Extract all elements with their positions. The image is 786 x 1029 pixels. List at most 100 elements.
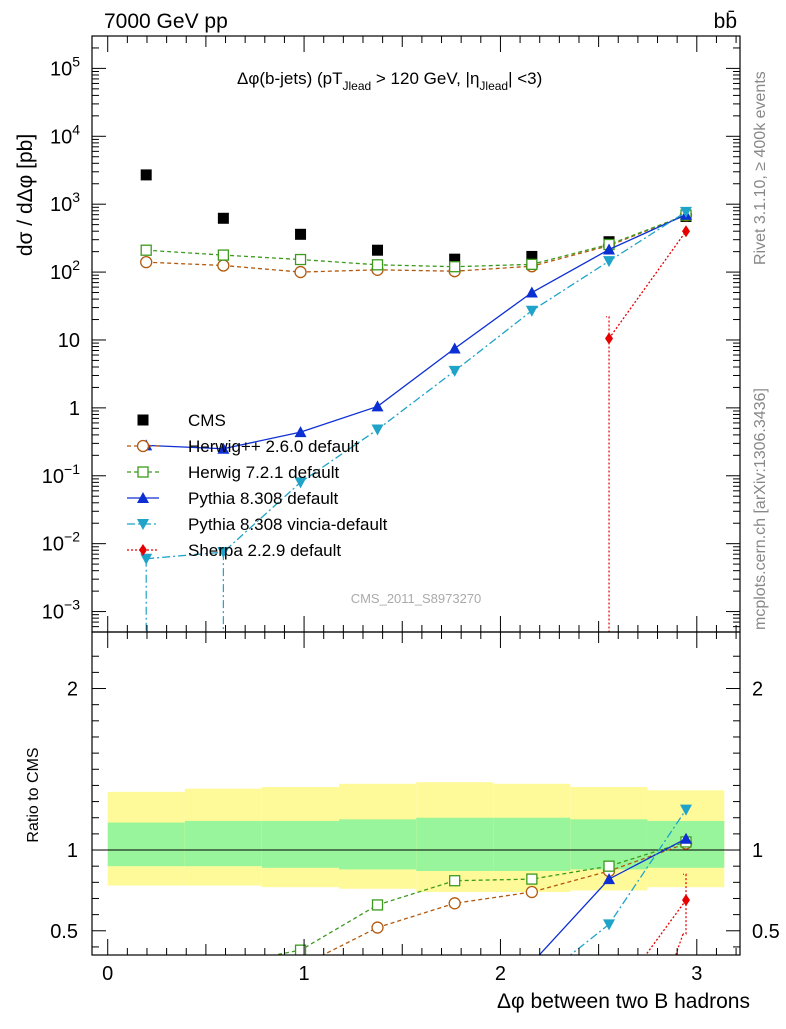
title-sub-1: Jlead xyxy=(343,79,372,93)
ratio-y-tick-label-left: 1 xyxy=(67,840,78,862)
y-tick-label: 102 xyxy=(50,257,80,284)
band-inner xyxy=(339,819,417,870)
ratio-y-tick-label-right: 1 xyxy=(752,840,763,862)
y-tick-base: 10 xyxy=(50,194,72,216)
band-inner xyxy=(416,817,494,872)
cms-point xyxy=(140,169,152,181)
y-tick-base: 10 xyxy=(42,466,64,488)
ratio-panel: 0 1 2 3 0.5 0.5 1 1 2 2 xyxy=(50,36,780,985)
legend-herwig7-marker xyxy=(137,466,149,478)
analysis-watermark: CMS_2011_S8973270 xyxy=(351,591,482,606)
herwigpp-line xyxy=(321,842,687,955)
herwig7-point xyxy=(140,244,152,256)
y-tick-label: 1 xyxy=(69,398,80,420)
y-tick-exp: −2 xyxy=(64,529,80,545)
cms-point xyxy=(526,250,538,262)
vincia-point xyxy=(371,424,384,436)
pythia-point xyxy=(525,286,538,298)
pythia-point xyxy=(448,342,461,354)
herwigpp-point xyxy=(525,885,539,899)
herwigpp-point xyxy=(371,921,384,934)
x-ticks: 0 1 2 3 xyxy=(102,36,737,985)
mcplots-label: mcplots.cern.ch [arXiv:1306.3436] xyxy=(752,388,769,630)
y-tick-label: 10−2 xyxy=(42,529,80,556)
herwig7-point xyxy=(218,960,228,970)
plot-title: Δφ(b-jets) (pTJlead > 120 GeV, |ηJlead| … xyxy=(237,69,542,93)
energy-label: 7000 GeV pp xyxy=(104,10,228,33)
vincia-point xyxy=(294,477,307,489)
pythia-point xyxy=(603,243,616,255)
series-group xyxy=(140,169,693,565)
band-inner xyxy=(107,822,185,867)
pythia-line xyxy=(538,838,687,955)
pythia-point xyxy=(294,426,307,438)
pythia-point xyxy=(680,832,692,844)
sherpa-line xyxy=(608,230,687,339)
herwig7-point xyxy=(526,258,538,270)
ratio-y-ticks: 0.5 0.5 1 1 2 2 xyxy=(50,655,780,948)
y-tick-exp: 3 xyxy=(72,189,80,205)
ratio-y-tick-label-left: 2 xyxy=(67,679,78,701)
x-axis-title: Δφ between two B hadrons xyxy=(497,990,750,1013)
y-tick-base: 10 xyxy=(58,330,80,352)
band-inner xyxy=(493,817,571,872)
y-tick-exp: 2 xyxy=(72,257,80,273)
legend-herwigpp-label: Herwig++ 2.6.0 default xyxy=(188,437,359,456)
y-tick-label: 104 xyxy=(50,121,80,148)
herwig7-point xyxy=(371,259,384,271)
legend-sherpa-marker xyxy=(139,544,147,556)
legend-vincia-label: Pythia 8.308 vincia-default xyxy=(188,515,388,534)
vincia-line xyxy=(146,211,687,560)
herwig7-point xyxy=(294,253,307,266)
herwig7-point xyxy=(603,860,615,872)
legend-vincia-marker xyxy=(137,519,149,530)
herwigpp-point xyxy=(217,259,230,272)
pythia-point xyxy=(217,442,230,454)
legend-pythia-label: Pythia 8.308 default xyxy=(188,489,339,508)
series-group xyxy=(218,804,693,970)
vincia-point xyxy=(448,365,461,377)
band-inner xyxy=(261,820,340,868)
pythia-point xyxy=(603,873,616,885)
x-tick-label: 0 xyxy=(102,963,113,985)
pythia-line xyxy=(146,214,687,450)
y-tick-exp: 5 xyxy=(72,53,80,69)
herwig7-point xyxy=(526,873,538,885)
cms-point xyxy=(295,228,307,240)
herwig7-point xyxy=(449,261,461,273)
y-tick-label: 10−1 xyxy=(42,461,80,488)
y-tick-label: 105 xyxy=(50,53,80,80)
pythia-point xyxy=(371,400,384,412)
y-tick-label: 103 xyxy=(50,189,80,216)
sherpa-ratio-error-high xyxy=(683,873,687,901)
herwig7-point xyxy=(371,899,384,911)
y-tick-base: 10 xyxy=(42,534,64,556)
cms-point xyxy=(217,212,229,224)
ratio-bands xyxy=(107,782,725,893)
herwigpp-point xyxy=(140,256,153,269)
pythia-point xyxy=(526,957,538,968)
y-axis-title-ratio: Ratio to CMS xyxy=(25,747,42,842)
legend-pythia-marker xyxy=(137,492,149,503)
vincia-point xyxy=(680,804,692,816)
x-tick-label: 1 xyxy=(299,963,310,985)
legend: CMS Herwig++ 2.6.0 default Herwig 7.2.1 de… xyxy=(127,411,388,560)
herwigpp-point xyxy=(294,265,307,279)
y-tick-exp: −3 xyxy=(64,597,80,613)
y-tick-label: 10 xyxy=(58,330,80,352)
sherpa-ratio-error-low xyxy=(683,900,687,935)
y-tick-base: 10 xyxy=(50,58,72,80)
sherpa-ratio-drop xyxy=(675,933,684,955)
y-axis-title-main: dσ / dΔφ [pb] xyxy=(14,134,37,256)
title-part-c: | <3) xyxy=(508,69,542,88)
herwig7-point xyxy=(294,944,307,955)
y-tick-exp: −1 xyxy=(64,461,80,477)
herwig7-point xyxy=(217,249,230,261)
vincia-line xyxy=(569,809,687,955)
legend-sherpa-label: Sherpa 2.2.9 default xyxy=(188,541,341,560)
ratio-frame xyxy=(91,631,741,956)
ratio-y-tick-label-right: 2 xyxy=(752,679,763,701)
y-tick-base: 10 xyxy=(42,602,64,624)
vincia-point xyxy=(603,256,616,268)
